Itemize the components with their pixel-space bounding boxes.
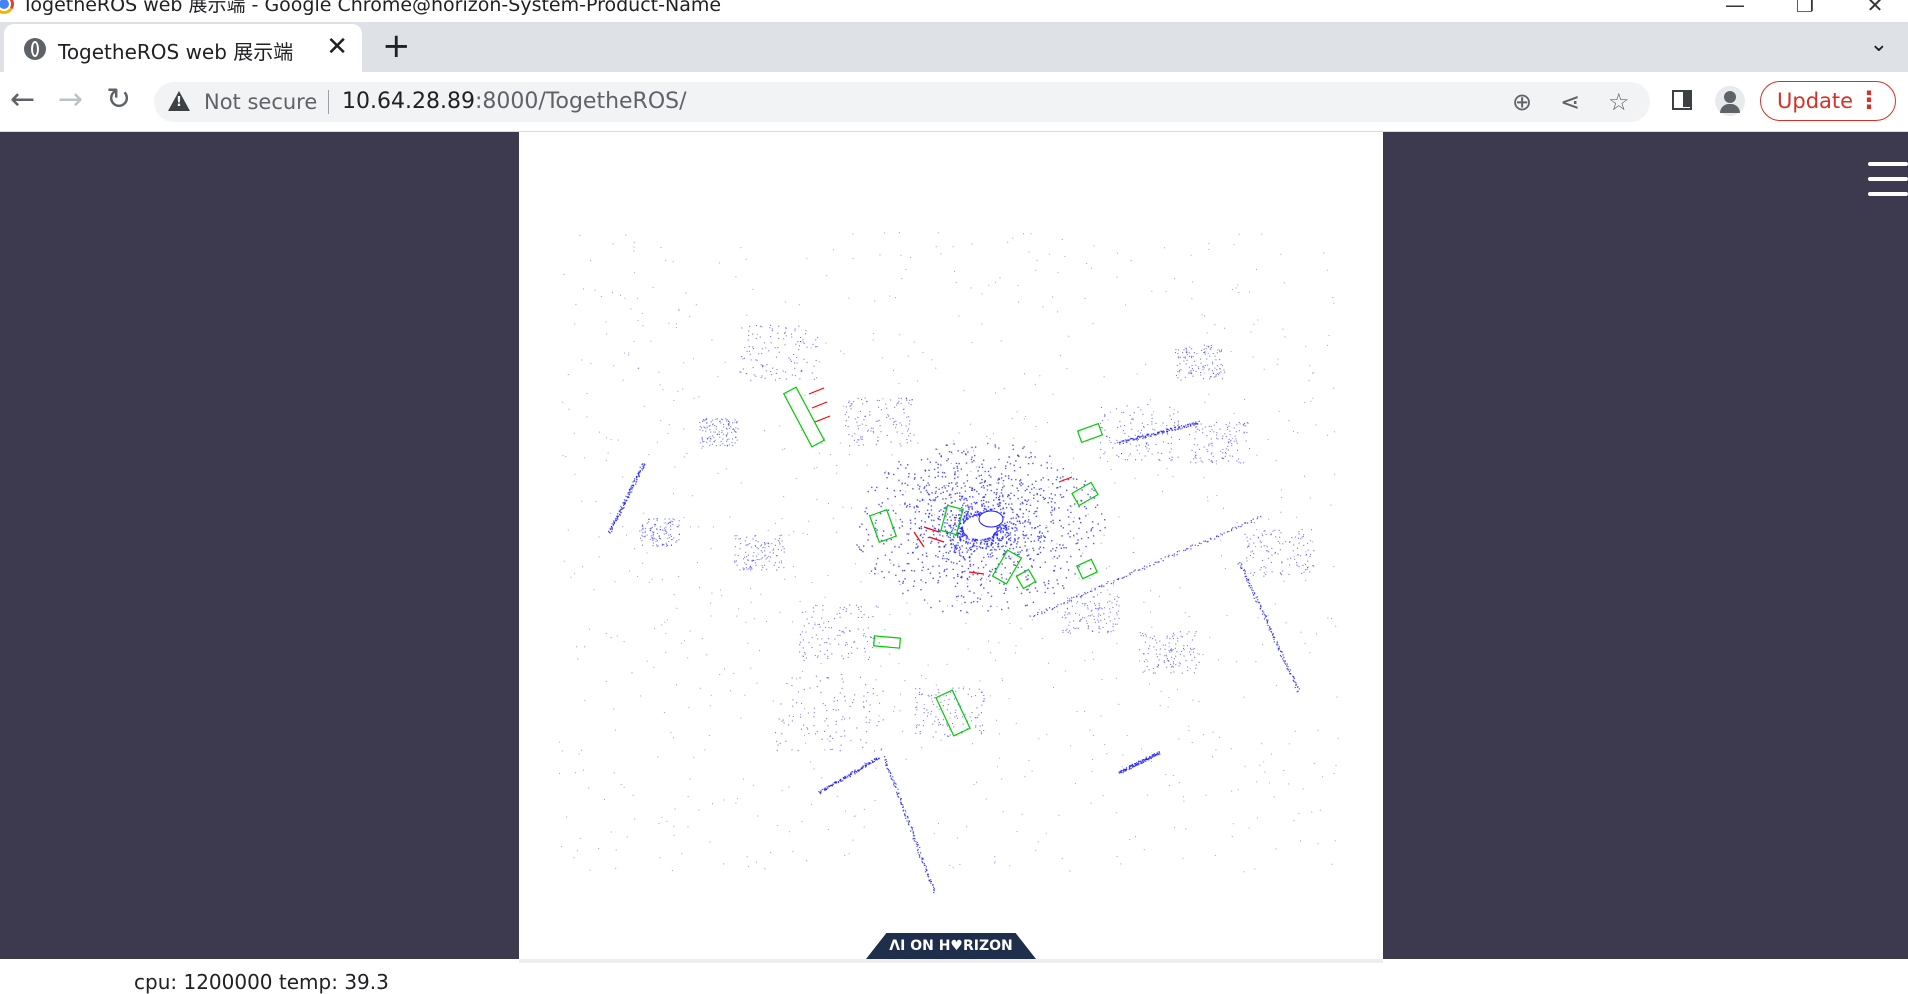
tab-togetheros[interactable]: TogetheROS web 展示端 ✕ [4, 24, 362, 72]
left-panel [0, 132, 519, 959]
zoom-icon[interactable]: ⊕ [1512, 88, 1533, 116]
right-panel [1383, 132, 1908, 959]
chrome-logo-icon [0, 0, 14, 14]
globe-icon [24, 38, 46, 60]
update-label: Update [1777, 89, 1854, 113]
divider [328, 90, 329, 114]
pointcloud-viewer[interactable] [519, 132, 1383, 959]
restore-icon[interactable]: ❐ [1796, 0, 1814, 17]
tab-strip: TogetheROS web 展示端 ✕ + ⌄ [0, 22, 1908, 72]
cpu-temp-status: cpu: 1200000 temp: 39.3 [134, 970, 389, 994]
address-bar[interactable]: Not secure 10.64.28.89:8000/TogetheROS/ … [154, 82, 1650, 122]
detection-boxes [782, 386, 1104, 737]
window-title: TogetheROS web 展示端 - Google Chrome@horiz… [22, 0, 722, 16]
hamburger-menu-icon[interactable] [1868, 162, 1908, 196]
new-tab-button[interactable]: + [382, 26, 411, 66]
tab-title: TogetheROS web 展示端 [58, 40, 294, 64]
forward-button[interactable]: → [58, 82, 84, 117]
side-panel-icon[interactable] [1672, 90, 1692, 110]
minimize-icon[interactable]: — [1725, 0, 1745, 17]
close-window-icon[interactable]: ✕ [1866, 0, 1884, 17]
page-content: ΛI ON H♥RIZON cpu: 1200000 temp: 39.3 [0, 132, 1908, 994]
url-text[interactable]: 10.64.28.89:8000/TogetheROS/ [342, 89, 687, 114]
url-host: 10.64.28.89 [342, 89, 475, 114]
pointcloud-points [559, 232, 1339, 894]
security-status[interactable]: Not secure [204, 90, 318, 114]
warning-icon[interactable] [168, 91, 190, 111]
back-button[interactable]: ← [10, 82, 36, 117]
pointcloud-canvas[interactable] [519, 132, 1383, 959]
update-button[interactable]: Update ⋮ [1760, 81, 1896, 121]
profile-avatar-icon[interactable] [1715, 86, 1745, 116]
ego-vehicle-marker [978, 510, 1004, 528]
window-title-bar: TogetheROS web 展示端 - Google Chrome@horiz… [0, 0, 1908, 22]
viewer-footer-bar [519, 959, 1383, 963]
ai-on-horizon-logo: ΛI ON H♥RIZON [866, 933, 1036, 959]
url-path: :8000/TogetheROS/ [474, 89, 687, 114]
browser-toolbar: ← → ↻ Not secure 10.64.28.89:8000/Togeth… [0, 72, 1908, 132]
reload-button[interactable]: ↻ [106, 82, 132, 117]
bookmark-star-icon[interactable]: ☆ [1608, 88, 1630, 116]
tab-search-chevron-icon[interactable]: ⌄ [1869, 32, 1888, 57]
share-icon[interactable]: ⋖ [1560, 88, 1581, 116]
tab-close-icon[interactable]: ✕ [326, 32, 348, 62]
menu-dots-icon: ⋮ [1857, 86, 1881, 114]
